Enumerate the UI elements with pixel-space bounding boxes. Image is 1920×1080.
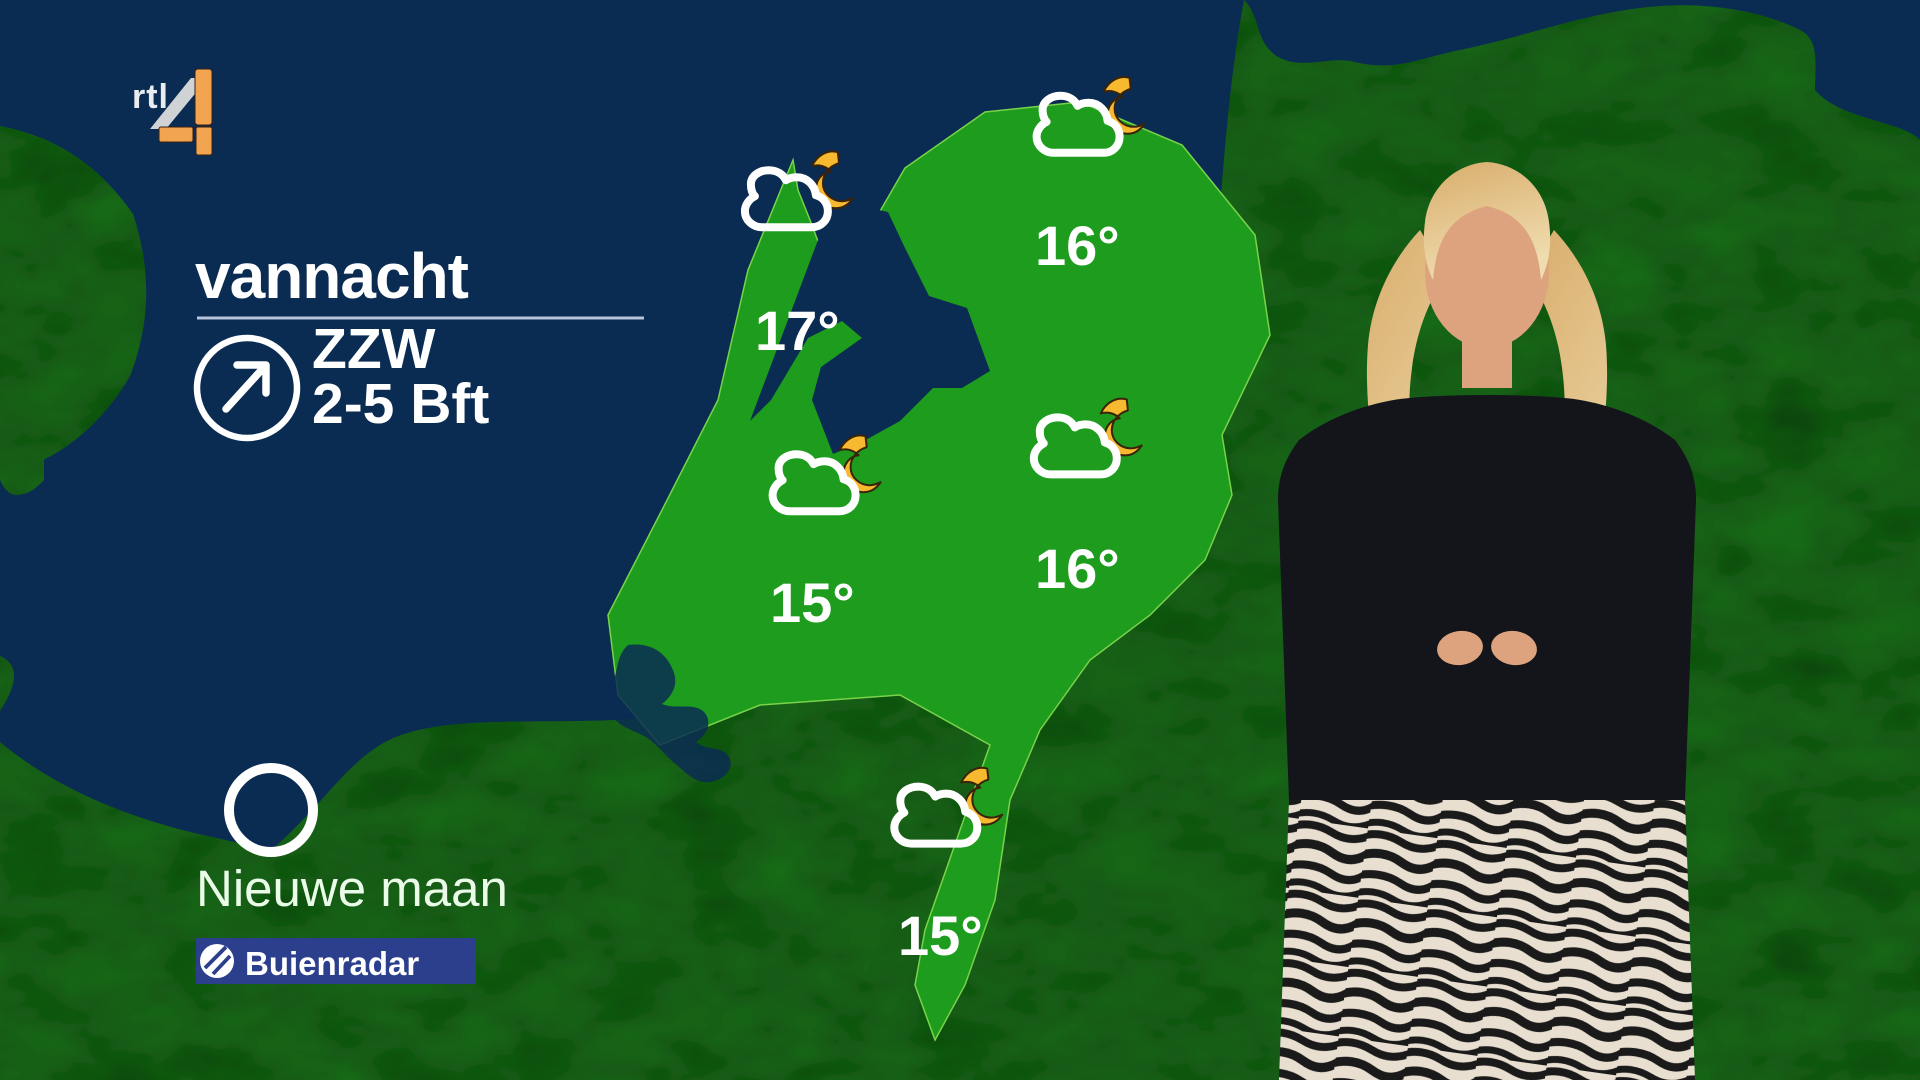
- svg-text:17°: 17°: [755, 299, 840, 362]
- svg-text:16°: 16°: [1035, 214, 1120, 277]
- svg-text:15°: 15°: [898, 904, 983, 967]
- svg-text:rtl: rtl: [132, 78, 169, 116]
- svg-text:2-5 Bft: 2-5 Bft: [312, 372, 489, 436]
- svg-text:vannacht: vannacht: [195, 240, 469, 312]
- svg-text:15°: 15°: [770, 571, 855, 634]
- svg-text:16°: 16°: [1035, 537, 1120, 600]
- svg-text:Buienradar: Buienradar: [245, 945, 419, 982]
- svg-text:Nieuwe maan: Nieuwe maan: [196, 860, 508, 917]
